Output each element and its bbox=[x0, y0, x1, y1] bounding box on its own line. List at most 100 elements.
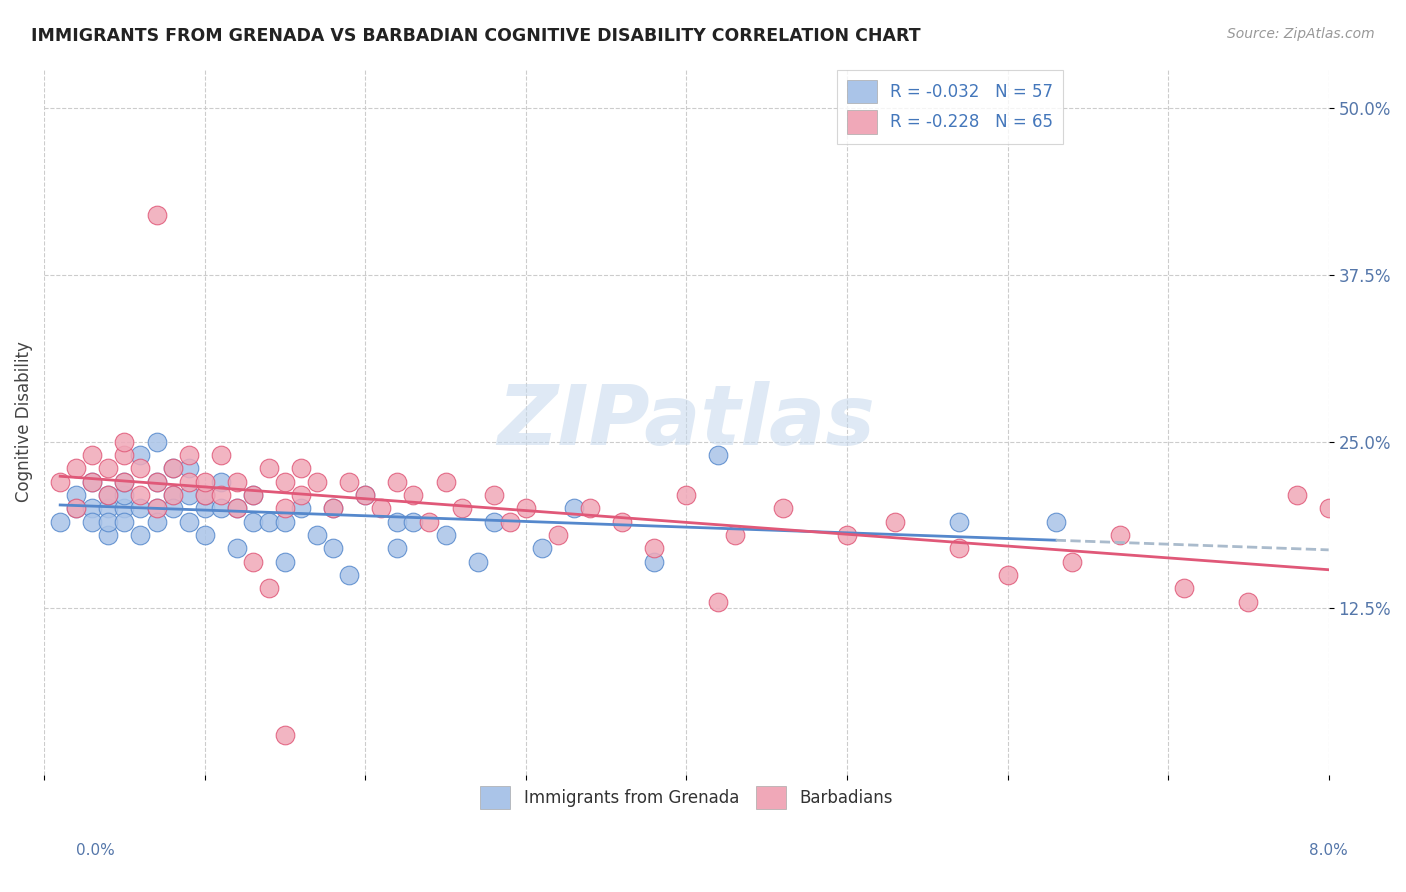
Point bbox=[49, 515, 72, 529]
Point bbox=[387, 515, 409, 529]
Point bbox=[450, 501, 472, 516]
Point bbox=[65, 501, 87, 516]
Point bbox=[97, 488, 120, 502]
Point bbox=[145, 208, 167, 222]
Point bbox=[225, 501, 247, 516]
Point bbox=[482, 488, 505, 502]
Point bbox=[129, 528, 152, 542]
Point bbox=[209, 501, 232, 516]
Point bbox=[162, 488, 184, 502]
Point bbox=[112, 501, 135, 516]
Point bbox=[82, 448, 104, 462]
Point bbox=[112, 515, 135, 529]
Point bbox=[499, 515, 522, 529]
Point bbox=[65, 488, 87, 502]
Point bbox=[112, 475, 135, 489]
Point bbox=[274, 475, 297, 489]
Point bbox=[290, 501, 312, 516]
Point bbox=[530, 541, 553, 556]
Point bbox=[112, 475, 135, 489]
Point bbox=[129, 461, 152, 475]
Point bbox=[387, 541, 409, 556]
Point bbox=[145, 434, 167, 449]
Point bbox=[225, 541, 247, 556]
Point bbox=[209, 475, 232, 489]
Point bbox=[467, 555, 489, 569]
Point bbox=[82, 515, 104, 529]
Point bbox=[482, 515, 505, 529]
Point bbox=[112, 434, 135, 449]
Point bbox=[675, 488, 697, 502]
Point bbox=[562, 501, 585, 516]
Point bbox=[322, 501, 344, 516]
Point bbox=[257, 515, 280, 529]
Point bbox=[242, 555, 264, 569]
Point bbox=[434, 528, 457, 542]
Point bbox=[242, 488, 264, 502]
Point bbox=[242, 488, 264, 502]
Point bbox=[177, 488, 200, 502]
Point bbox=[194, 488, 217, 502]
Point bbox=[274, 501, 297, 516]
Point bbox=[643, 541, 665, 556]
Legend: Immigrants from Grenada, Barbadians: Immigrants from Grenada, Barbadians bbox=[474, 779, 900, 816]
Point bbox=[112, 448, 135, 462]
Point bbox=[177, 448, 200, 462]
Point bbox=[82, 475, 104, 489]
Point bbox=[1173, 581, 1195, 595]
Point bbox=[129, 448, 152, 462]
Point bbox=[97, 528, 120, 542]
Point bbox=[194, 488, 217, 502]
Point bbox=[337, 568, 360, 582]
Point bbox=[1109, 528, 1132, 542]
Point bbox=[162, 501, 184, 516]
Point bbox=[145, 475, 167, 489]
Point bbox=[1317, 501, 1340, 516]
Point bbox=[290, 461, 312, 475]
Point bbox=[49, 475, 72, 489]
Point bbox=[370, 501, 392, 516]
Point bbox=[402, 515, 425, 529]
Point bbox=[1237, 594, 1260, 608]
Point bbox=[418, 515, 440, 529]
Point bbox=[515, 501, 537, 516]
Text: IMMIGRANTS FROM GRENADA VS BARBADIAN COGNITIVE DISABILITY CORRELATION CHART: IMMIGRANTS FROM GRENADA VS BARBADIAN COG… bbox=[31, 27, 921, 45]
Point bbox=[145, 475, 167, 489]
Point bbox=[547, 528, 569, 542]
Point bbox=[225, 501, 247, 516]
Point bbox=[707, 448, 730, 462]
Point bbox=[948, 541, 970, 556]
Point bbox=[225, 475, 247, 489]
Point bbox=[177, 461, 200, 475]
Point bbox=[1060, 555, 1083, 569]
Point bbox=[835, 528, 858, 542]
Point bbox=[257, 581, 280, 595]
Point bbox=[997, 568, 1019, 582]
Point bbox=[162, 461, 184, 475]
Point bbox=[209, 448, 232, 462]
Point bbox=[322, 541, 344, 556]
Point bbox=[707, 594, 730, 608]
Point bbox=[643, 555, 665, 569]
Point bbox=[257, 461, 280, 475]
Point bbox=[194, 475, 217, 489]
Point bbox=[337, 475, 360, 489]
Point bbox=[129, 501, 152, 516]
Point bbox=[177, 475, 200, 489]
Point bbox=[723, 528, 745, 542]
Point bbox=[82, 475, 104, 489]
Point bbox=[145, 515, 167, 529]
Text: ZIPatlas: ZIPatlas bbox=[498, 381, 876, 462]
Point bbox=[290, 488, 312, 502]
Point bbox=[322, 501, 344, 516]
Point bbox=[162, 461, 184, 475]
Text: 0.0%: 0.0% bbox=[76, 843, 115, 858]
Point bbox=[194, 501, 217, 516]
Point bbox=[1045, 515, 1067, 529]
Point bbox=[274, 515, 297, 529]
Point bbox=[129, 488, 152, 502]
Point bbox=[209, 488, 232, 502]
Point bbox=[354, 488, 377, 502]
Point bbox=[145, 501, 167, 516]
Point bbox=[65, 501, 87, 516]
